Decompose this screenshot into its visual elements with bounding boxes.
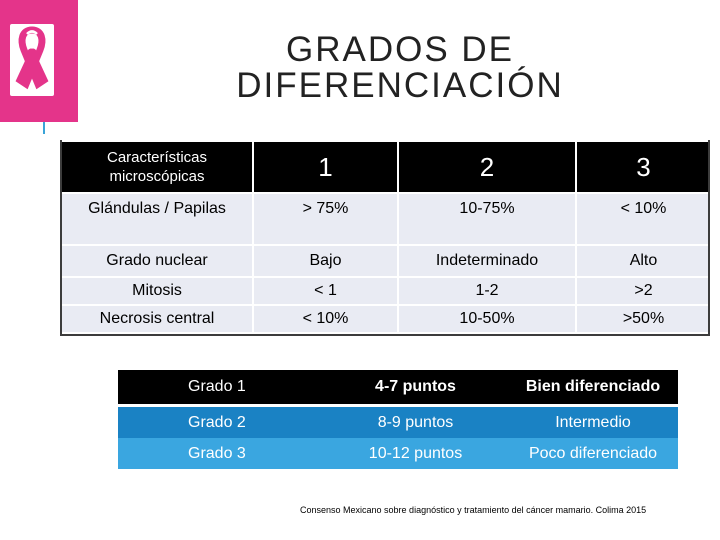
table-cell: < 1: [252, 276, 399, 306]
characteristics-table: Características microscópicas 1 2 3 Glán…: [60, 140, 712, 334]
table-cell: >50%: [575, 304, 712, 334]
table-cell: Alto: [575, 244, 712, 278]
grade-description: Intermedio: [555, 413, 631, 431]
table-cell: 10-75%: [397, 192, 577, 246]
header-grade-1: 1: [252, 140, 399, 194]
grade-label: Grado 1: [188, 378, 246, 395]
grade-label: Grado 2: [188, 413, 246, 431]
table-cell: Indeterminado: [397, 244, 577, 278]
grade-row: Grado 2 8-9 puntos Intermedio: [118, 407, 678, 438]
table-cell: >2: [575, 276, 712, 306]
table-row: Glándulas / Papilas > 75% 10-75% < 10%: [60, 192, 712, 246]
grade-points: 10-12 puntos: [368, 444, 463, 462]
grade-points: 4-7 puntos: [375, 378, 456, 395]
table-cell: > 75%: [252, 192, 399, 246]
page-title: GRADOS DE DIFERENCIACIÓN: [236, 30, 564, 105]
table-cell: Bajo: [252, 244, 399, 278]
header-characteristics: Características microscópicas: [60, 140, 254, 194]
header-grade-2: 2: [397, 140, 577, 194]
row-label: Mitosis: [60, 276, 254, 306]
table-row: Mitosis < 1 1-2 >2: [60, 276, 712, 306]
row-label: Glándulas / Papilas: [60, 192, 254, 246]
table-cell: 1-2: [397, 276, 577, 306]
table-cell: < 10%: [575, 192, 712, 246]
table-row: Necrosis central < 10% 10-50% >50%: [60, 304, 712, 334]
row-label: Grado nuclear: [60, 244, 254, 278]
table-cell: < 10%: [252, 304, 399, 334]
row-label: Necrosis central: [60, 304, 254, 334]
logo-box: [0, 0, 78, 122]
grade-points: 8-9 puntos: [377, 413, 454, 431]
pink-ribbon-icon: [15, 26, 49, 90]
table-header-row: Características microscópicas 1 2 3: [60, 140, 712, 194]
header-grade-3: 3: [575, 140, 712, 194]
table-row: Grado nuclear Bajo Indeterminado Alto: [60, 244, 712, 278]
grade-summary-table: Grado 1 4-7 puntos Bien diferenciado Gra…: [118, 370, 678, 469]
accent-tick: [43, 122, 45, 134]
source-footnote: Consenso Mexicano sobre diagnóstico y tr…: [300, 505, 647, 515]
grade-row: Grado 1 4-7 puntos Bien diferenciado: [118, 370, 678, 404]
table-cell: 10-50%: [397, 304, 577, 334]
grade-label: Grado 3: [188, 444, 246, 462]
grade-row: Grado 3 10-12 puntos Poco diferenciado: [118, 438, 678, 469]
grade-description: Poco diferenciado: [528, 444, 658, 462]
grade-description: Bien diferenciado: [525, 378, 661, 395]
logo-panel: [10, 24, 54, 96]
